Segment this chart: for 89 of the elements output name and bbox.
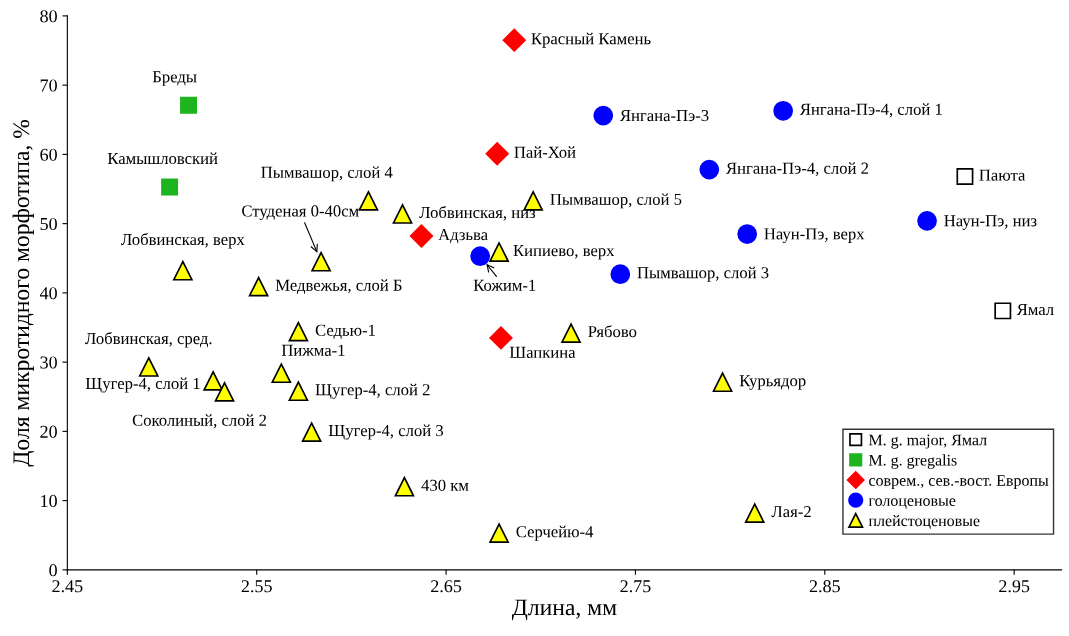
annotation: Лобвинская, сред.	[85, 332, 212, 348]
point	[470, 246, 491, 267]
y-tick-label: 60	[40, 148, 57, 161]
annotation: Янгана-Пэ-4, слой 1	[799, 103, 942, 118]
point	[712, 372, 733, 393]
annotation: Наун-Пэ, низ	[944, 215, 1037, 230]
annotation: 430 км	[421, 479, 469, 491]
x-axis-title: Длина, мм	[511, 599, 617, 621]
y-tick-label: 0	[49, 564, 57, 577]
annotation: Студеная 0-40см	[242, 205, 359, 221]
annotation: Щугер-4, слой 1	[85, 377, 200, 393]
point	[699, 159, 720, 180]
annotation: Лая-2	[771, 506, 811, 518]
annotation: Пижма-1	[281, 344, 345, 356]
annotation: Янгана-Пэ-4, слой 2	[726, 162, 869, 177]
point	[138, 357, 159, 377]
y-tick-label: 70	[40, 79, 57, 92]
y-axis-title: Доля микротидного морфотипа, %	[12, 119, 35, 467]
x-tick-label: 2.65	[431, 580, 462, 593]
annotation: Паюта	[979, 169, 1026, 181]
annotation: Бреды	[152, 71, 197, 86]
legend-label: M. g. gregalis	[868, 454, 957, 469]
point	[489, 242, 509, 262]
annotation: Щугер-4, слой 2	[315, 383, 430, 399]
annotation: Кипиево, верх	[513, 245, 615, 260]
point	[610, 264, 631, 285]
point	[489, 523, 509, 544]
point	[593, 105, 614, 126]
point	[172, 260, 193, 281]
point	[917, 211, 937, 231]
point	[214, 382, 235, 402]
legend-label: соврем., сев.-вост. Европы	[869, 475, 1049, 490]
annotation: Лобвинская, низ	[419, 206, 536, 221]
x-tick-label: 2.45	[52, 580, 83, 593]
point	[288, 321, 309, 342]
y-tick-label: 50	[40, 217, 57, 231]
y-tick-label: 10	[41, 494, 57, 508]
point	[180, 96, 198, 114]
annotation: Шапкина	[509, 346, 576, 358]
x-tick-label: 2.95	[999, 580, 1030, 593]
point	[248, 276, 269, 297]
legend-label: M. g. major, Ямал	[868, 434, 987, 449]
point	[561, 323, 581, 343]
point	[301, 422, 322, 442]
annotation: Камышловский	[107, 152, 218, 165]
point	[392, 204, 413, 224]
annotation: Пымвашор, слой 5	[550, 193, 682, 209]
annotation: Адзьва	[438, 229, 488, 244]
y-tick-label: 40	[39, 287, 57, 300]
annotation: Наун-Пэ, верх	[764, 228, 865, 243]
point	[956, 168, 974, 186]
y-tick-label: 20	[40, 425, 57, 438]
point	[358, 190, 379, 211]
annotation: Седью-1	[315, 324, 375, 339]
annotation: Красный Камень	[531, 32, 651, 48]
annotation: Пымвашор, слой 3	[637, 266, 769, 282]
annotation: Медвежья, слой Б	[275, 279, 402, 294]
point	[773, 100, 794, 121]
annotation: Ямал	[1016, 303, 1054, 316]
point	[502, 28, 526, 52]
annotation: Кожим-1	[473, 279, 536, 291]
legend-label: голоценовые	[868, 498, 956, 509]
point	[744, 503, 765, 523]
point	[203, 370, 224, 391]
annotation: Янгана-Пэ-3	[619, 109, 709, 122]
annotation: Щугер-4, слой 3	[328, 424, 444, 440]
point	[485, 142, 509, 166]
annotation: Серчейю-4	[516, 525, 594, 541]
point	[737, 224, 758, 244]
point	[288, 381, 309, 402]
x-tick-label: 2.85	[809, 580, 840, 593]
point	[994, 302, 1012, 320]
annotation: Пымвашор, слой 4	[261, 166, 393, 182]
point	[271, 363, 292, 384]
point	[523, 190, 544, 211]
point	[409, 224, 434, 248]
annotation: Курьядор	[739, 375, 806, 390]
y-tick-label: 80	[40, 10, 57, 23]
annotation: Рябово	[588, 325, 637, 338]
x-tick-label: 2.55	[241, 580, 272, 593]
legend-label: плейстоценовые	[868, 515, 980, 530]
point	[394, 476, 415, 497]
annotation: Пай-Хой	[514, 146, 576, 158]
y-tick-label: 30	[40, 356, 57, 369]
point	[311, 251, 331, 272]
x-tick-label: 2.75	[620, 580, 651, 593]
annotation: Соколиный, слой 2	[132, 414, 267, 429]
annotation: Лобвинская, верх	[121, 233, 245, 249]
point	[161, 178, 179, 196]
